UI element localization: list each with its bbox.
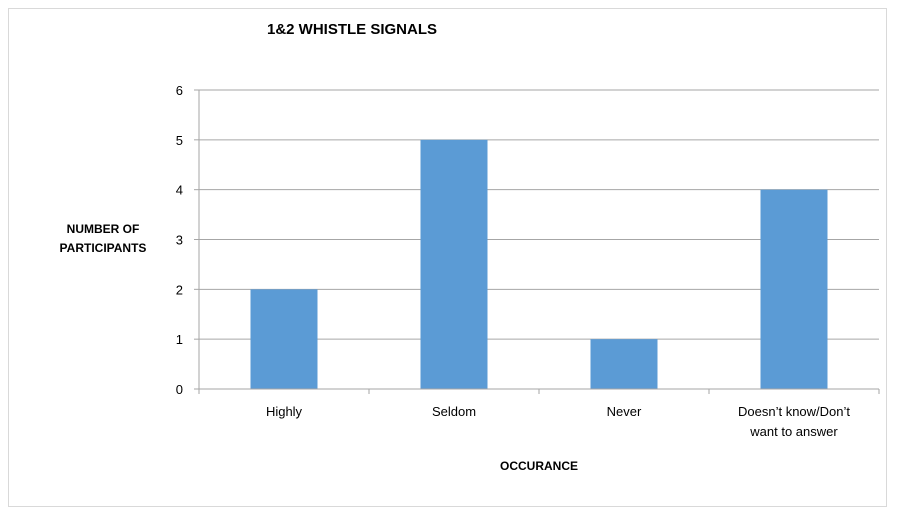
y-tick-label: 0 [176, 382, 183, 397]
x-category-label: Highly [266, 404, 303, 419]
y-tick-label: 2 [176, 282, 183, 297]
y-tick-label: 3 [176, 233, 183, 248]
x-category-label: want to answer [749, 424, 838, 439]
y-tick-label: 6 [176, 83, 183, 98]
bar [250, 289, 318, 389]
x-category-label: Doesn’t know/Don’t [738, 404, 850, 419]
x-category-label: Never [607, 404, 642, 419]
x-category-label: Seldom [432, 404, 476, 419]
y-axis-label-line-1: NUMBER OF [67, 222, 140, 236]
bar [420, 139, 488, 389]
bar [590, 339, 658, 389]
y-axis-label-line-2: PARTICIPANTS [60, 241, 147, 255]
bar [760, 189, 828, 389]
y-tick-label: 1 [176, 332, 183, 347]
y-tick-label: 4 [176, 183, 183, 198]
chart-title: 1&2 WHISTLE SIGNALS [267, 21, 437, 38]
x-axis-label: OCCURANCE [500, 459, 578, 473]
y-tick-label: 5 [176, 133, 183, 148]
